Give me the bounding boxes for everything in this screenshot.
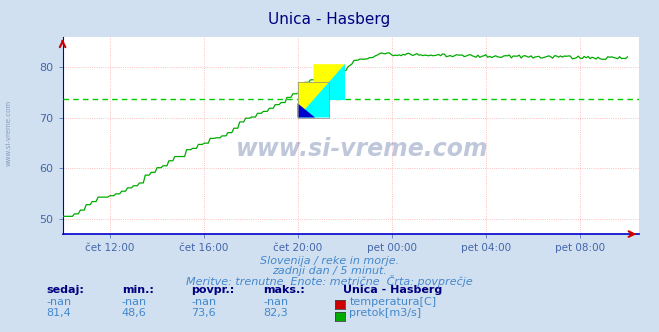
Polygon shape — [298, 82, 330, 118]
Text: 73,6: 73,6 — [191, 308, 215, 318]
Text: www.si-vreme.com: www.si-vreme.com — [236, 137, 489, 161]
Text: povpr.:: povpr.: — [191, 285, 235, 295]
Text: -nan: -nan — [46, 297, 71, 307]
Text: sedaj:: sedaj: — [46, 285, 84, 295]
Text: Unica - Hasberg: Unica - Hasberg — [343, 285, 442, 295]
Text: -nan: -nan — [122, 297, 147, 307]
Polygon shape — [298, 82, 330, 118]
Text: 48,6: 48,6 — [122, 308, 147, 318]
Text: Unica - Hasberg: Unica - Hasberg — [268, 12, 391, 27]
Text: pretok[m3/s]: pretok[m3/s] — [349, 308, 421, 318]
Text: maks.:: maks.: — [264, 285, 305, 295]
Text: 81,4: 81,4 — [46, 308, 71, 318]
Text: 82,3: 82,3 — [264, 308, 289, 318]
Bar — [298, 82, 330, 118]
Text: www.si-vreme.com: www.si-vreme.com — [5, 100, 12, 166]
Polygon shape — [314, 64, 345, 100]
Text: -nan: -nan — [191, 297, 216, 307]
Text: Meritve: trenutne  Enote: metrične  Črta: povprečje: Meritve: trenutne Enote: metrične Črta: … — [186, 275, 473, 287]
Text: zadnji dan / 5 minut.: zadnji dan / 5 minut. — [272, 266, 387, 276]
Polygon shape — [298, 82, 314, 100]
Text: min.:: min.: — [122, 285, 154, 295]
Text: temperatura[C]: temperatura[C] — [349, 297, 436, 307]
Polygon shape — [314, 64, 345, 100]
Text: Slovenija / reke in morje.: Slovenija / reke in morje. — [260, 256, 399, 266]
Text: -nan: -nan — [264, 297, 289, 307]
Polygon shape — [298, 103, 315, 118]
